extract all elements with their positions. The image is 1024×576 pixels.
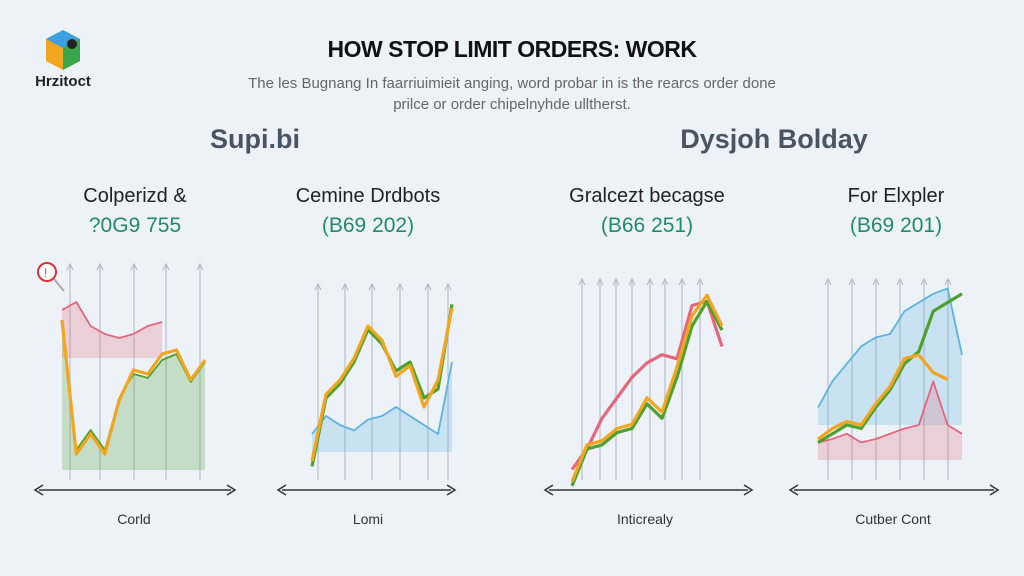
grid-arrow-icon — [646, 277, 654, 286]
grid-arrow-icon — [661, 277, 669, 286]
axis-arrow-icon — [276, 484, 457, 496]
x-axis-label: Corld — [117, 511, 151, 527]
panel-heading: For Elxpler — [847, 185, 945, 207]
series-line — [817, 353, 949, 441]
panel-value: ?0G9 755 — [88, 214, 182, 237]
series-line — [61, 301, 163, 339]
svg-text:!: ! — [44, 266, 47, 280]
subtitle-line: prilce or order chipelnyhde ulltherst. — [393, 96, 631, 113]
alert-magnifier-icon: ! — [37, 262, 65, 292]
series-line — [817, 292, 963, 444]
series-line — [311, 361, 453, 435]
grid-arrow-icon — [896, 277, 904, 286]
series-area — [62, 326, 205, 470]
series-line — [60, 319, 207, 456]
grid-arrow-icon — [944, 277, 952, 286]
x-axis-label: Cutber Cont — [855, 511, 931, 527]
panel-value: (B69 202) — [321, 214, 415, 237]
panel-value: (B66 251) — [600, 214, 694, 237]
grid-arrow-icon — [341, 282, 349, 291]
grid-arrow-icon — [96, 262, 104, 271]
grid-arrow-icon — [848, 277, 856, 286]
axis-arrow-icon — [788, 484, 1000, 496]
grid-arrow-icon — [314, 282, 322, 291]
panel-heading: Cemine Drdbots — [295, 185, 441, 207]
x-axis-label: Inticrealy — [616, 511, 674, 527]
brand-name: Hrzitoct — [35, 73, 91, 90]
section-heading: Dysjoh Bolday — [680, 124, 868, 154]
series-line — [310, 307, 454, 462]
grid-arrow-icon — [872, 277, 880, 286]
grid-arrow-icon — [162, 262, 170, 271]
grid-arrow-icon — [696, 277, 704, 286]
section-heading: Supi.bi — [210, 124, 300, 154]
series-area — [818, 381, 962, 460]
grid-arrow-icon — [578, 277, 586, 286]
grid-arrow-icon — [678, 277, 686, 286]
grid-arrow-icon — [130, 262, 138, 271]
series-line — [570, 293, 724, 483]
grid-arrow-icon — [920, 277, 928, 286]
series-line — [817, 287, 963, 408]
grid-arrow-icon — [444, 282, 452, 291]
grid-arrow-icon — [612, 277, 620, 286]
series-line — [570, 299, 724, 487]
x-axis-label: Lomi — [352, 511, 384, 527]
subtitle-line: The les Bugnang In faarriuimieit anging,… — [248, 75, 776, 92]
series-line — [817, 380, 963, 444]
subtitle: The les Bugnang In faarriuimieit anging,… — [212, 73, 812, 115]
axis-arrow-icon — [543, 484, 754, 496]
grid-arrow-icon — [396, 282, 404, 291]
grid-arrow-icon — [196, 262, 204, 271]
series-area — [818, 288, 962, 425]
grid-arrow-icon — [66, 262, 74, 271]
grid-arrow-icon — [368, 282, 376, 291]
series-area — [62, 302, 163, 358]
grid-arrow-icon — [424, 282, 432, 291]
grid-arrow-icon — [596, 277, 604, 286]
panel-heading: Colperizd & — [83, 185, 187, 207]
page-title: HOW STOP LIMIT ORDERS: WORK — [327, 36, 697, 62]
series-area — [312, 362, 452, 452]
panel-value: (B69 201) — [849, 214, 943, 237]
panel-heading: Gralcezt becagse — [569, 185, 725, 207]
grid-arrow-icon — [628, 277, 636, 286]
series-line — [570, 299, 724, 471]
brand-logo — [46, 30, 80, 70]
axis-arrow-icon — [33, 484, 237, 496]
grid-arrow-icon — [824, 277, 832, 286]
